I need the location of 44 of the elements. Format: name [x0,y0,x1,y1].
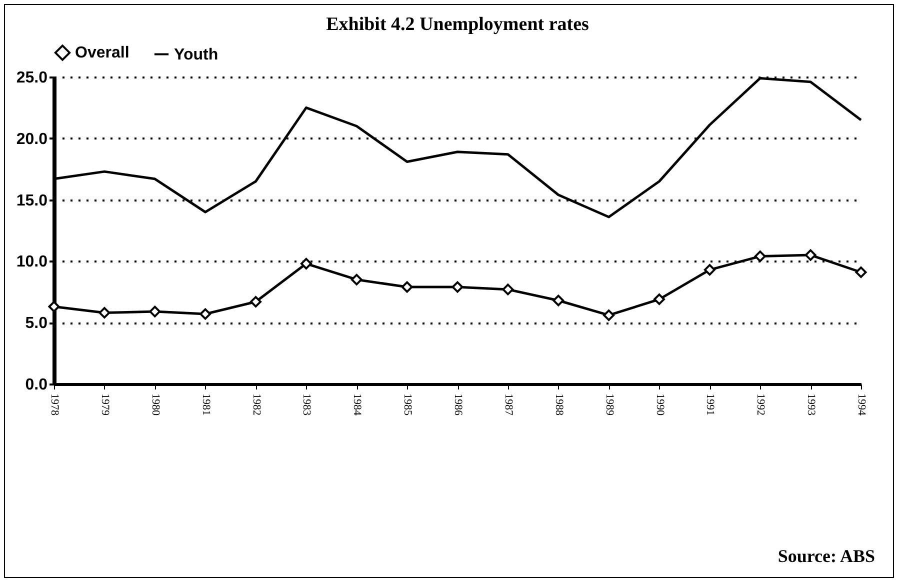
point [300,258,312,270]
x-tick-label: 1981 [200,394,212,416]
x-tick-label: 1994 [856,394,868,416]
x-tick-label: 1988 [552,394,565,416]
y-tick-label: 20.0 [16,130,48,148]
y-tick-label: 25.0 [16,70,48,86]
x-tick-label: 1992 [754,394,767,416]
legend-label: Overall [75,44,130,62]
x-tick-label: 1980 [149,394,162,416]
x-tick-label: 1985 [402,394,414,416]
y-tick-label: 15.0 [16,192,48,210]
chart-title: Exhibit 4.2 Unemployment rates [326,14,589,35]
point [98,307,110,319]
point [350,274,362,286]
y-tick-label: 10.0 [16,254,48,271]
x-tick-label: 1979 [98,394,111,416]
x-tick-label: 1982 [250,394,262,416]
legend-label: Youth [174,46,218,64]
point [704,264,716,276]
x-tick-label: 1987 [502,394,514,416]
x-tick-label: 1989 [603,394,616,416]
point [401,281,413,293]
x-tick-label: 1986 [452,394,464,416]
point [552,294,564,306]
point [804,249,816,261]
point [250,296,262,308]
x-tick-label: 1984 [351,394,364,416]
point [149,306,161,318]
x-tick-label: 1983 [300,394,313,416]
x-tick-label: 1993 [805,394,818,416]
point [603,309,615,321]
point [200,308,212,320]
point [48,300,60,312]
point [452,281,464,293]
point [855,266,867,278]
y-tick-label: 0.0 [25,376,48,394]
point [754,250,766,262]
x-tick-label: 1990 [654,394,666,416]
point [502,284,514,296]
point [654,294,665,306]
x-tick-label: 1978 [48,394,60,416]
x-tick-label: 1991 [704,394,716,416]
source-note: Source: ABS [778,546,875,567]
y-tick-label: 5.0 [25,315,48,332]
